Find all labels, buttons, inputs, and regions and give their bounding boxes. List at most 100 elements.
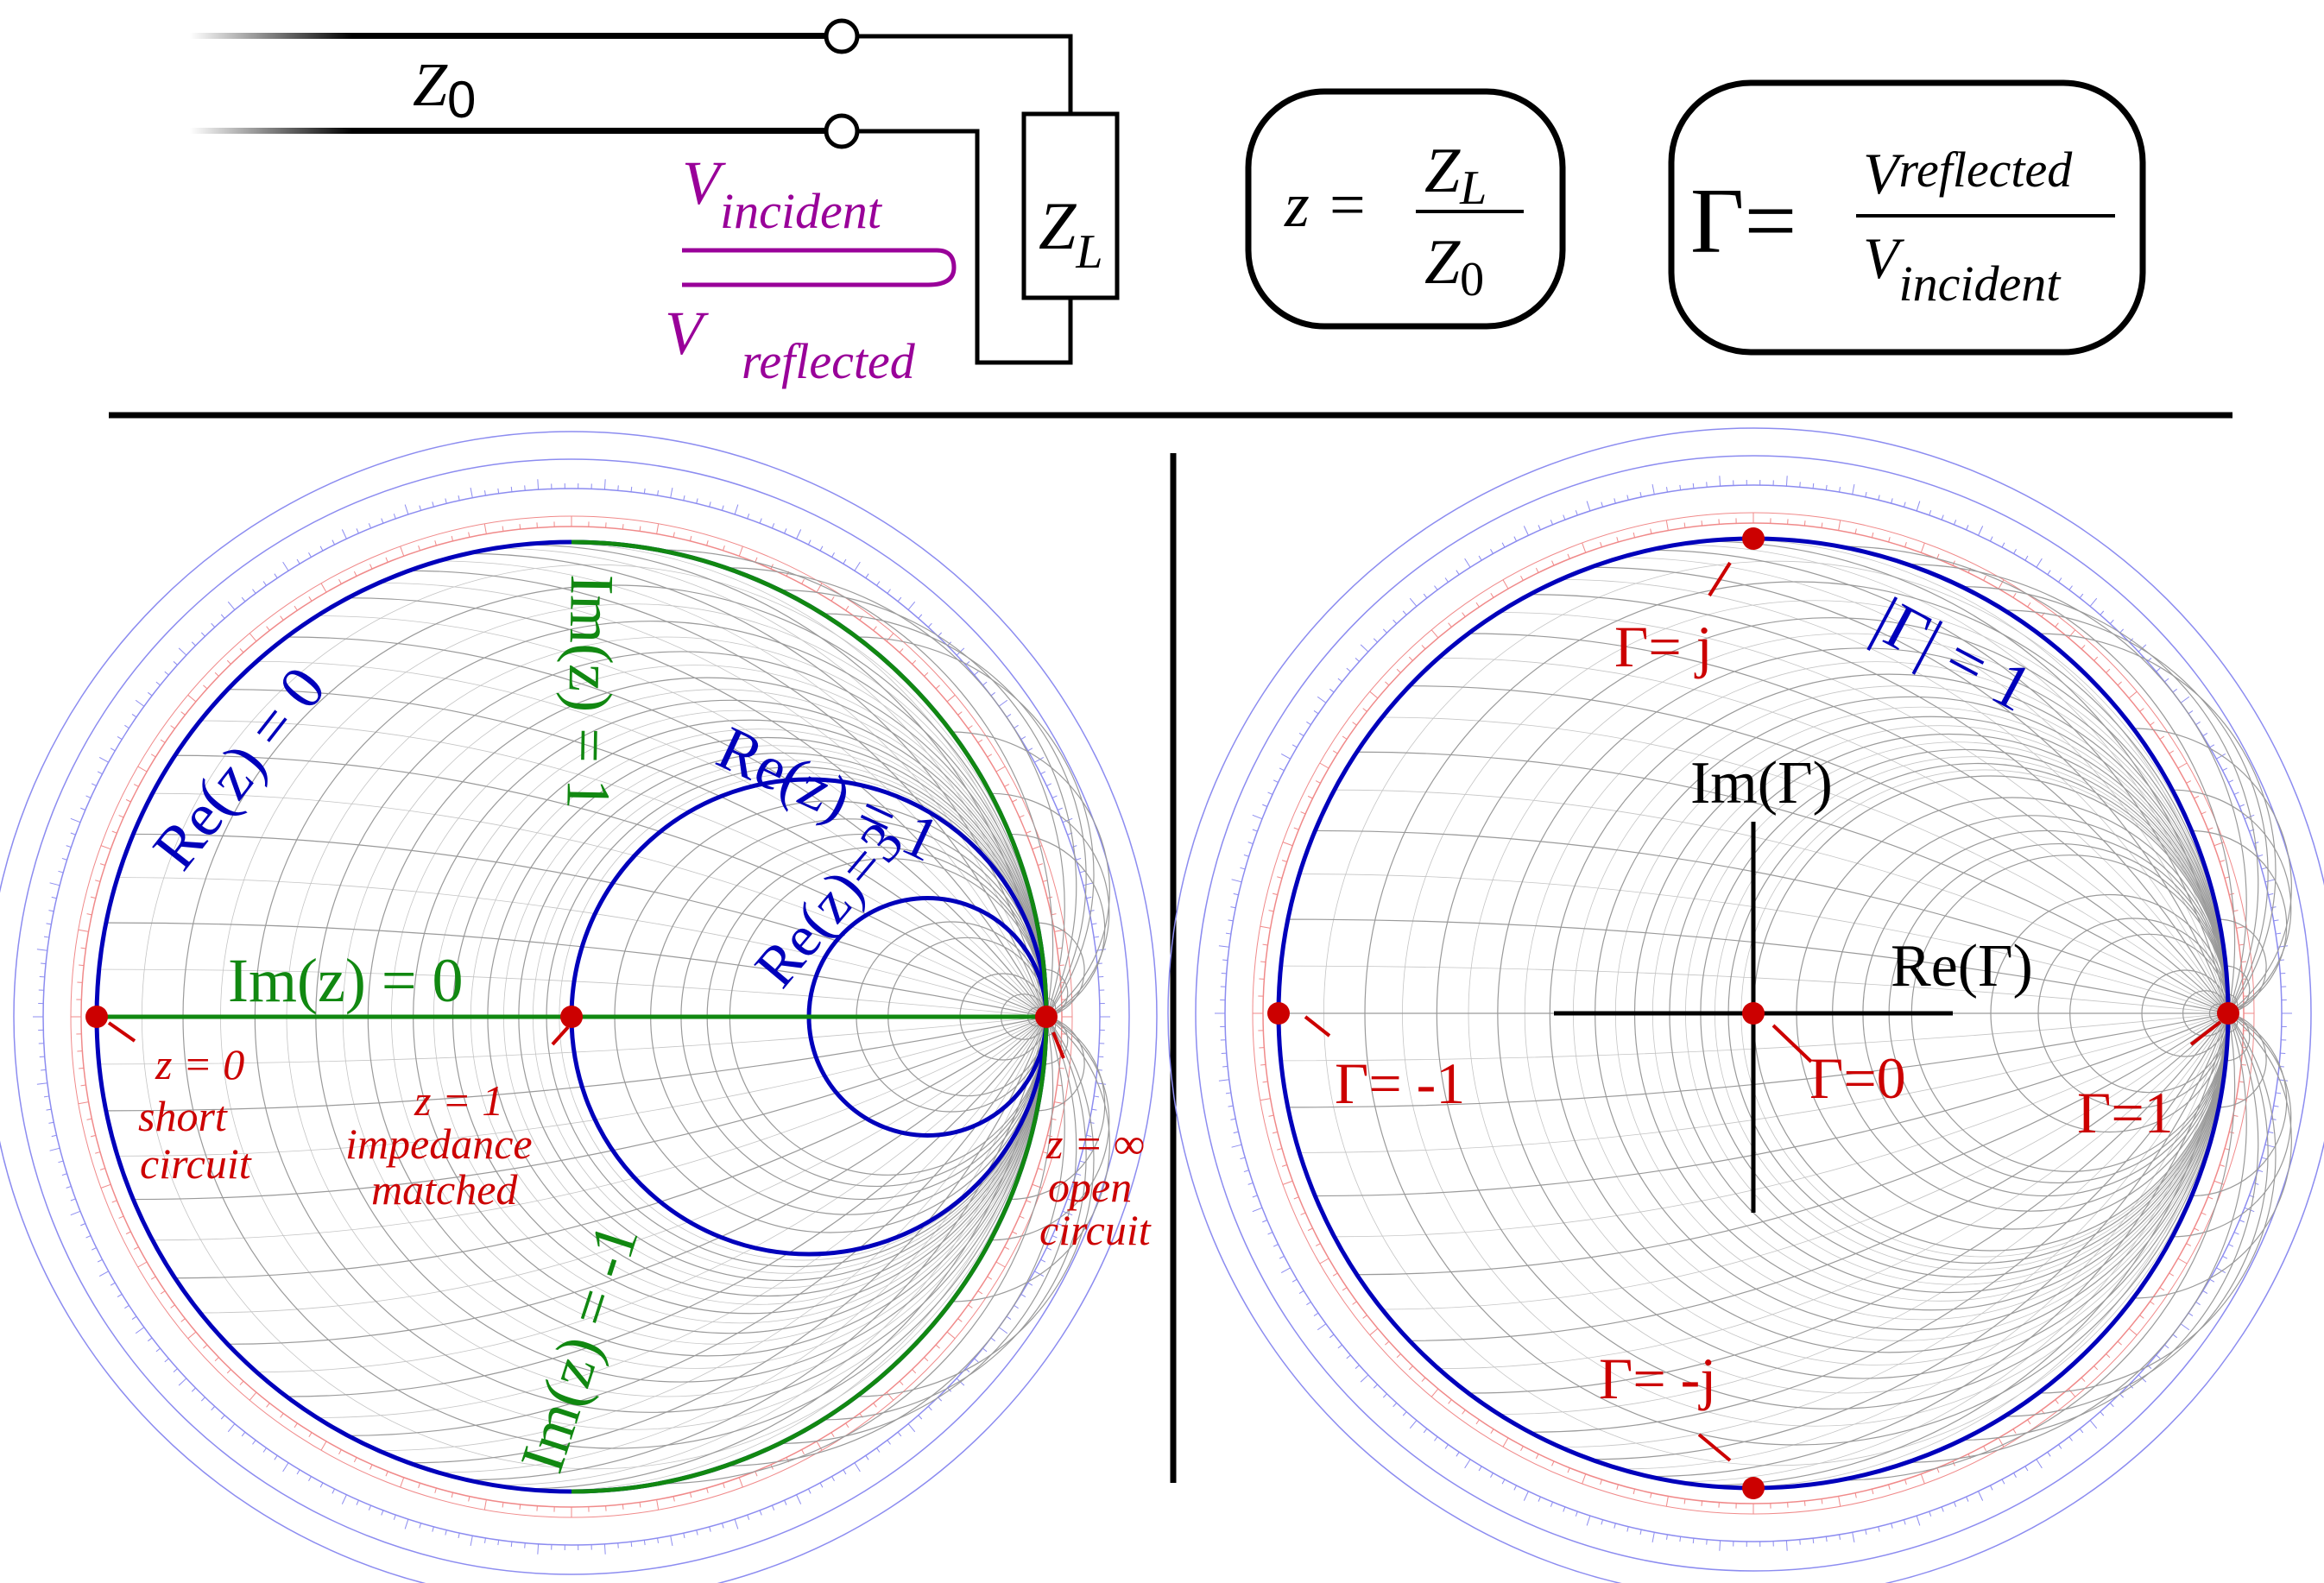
scale-tick: [1929, 510, 1932, 516]
scale-tick: [1501, 542, 1506, 548]
scale-tick: [2194, 1227, 2200, 1232]
scale-tick: [2264, 1144, 2276, 1148]
scale-tick: [160, 739, 166, 743]
scale-tick: [1317, 1323, 1327, 1331]
scale-tick: [1012, 1231, 1018, 1235]
scale-tick: [845, 605, 849, 611]
scale-tick: [100, 845, 111, 850]
scale-tick: [747, 1514, 750, 1520]
scale-tick: [155, 1347, 161, 1353]
grid-reactance-arc: [408, 570, 1047, 1018]
scale-tick: [845, 1422, 849, 1428]
scale-tick: [1046, 1247, 1052, 1251]
scale-tick: [470, 1536, 473, 1547]
scale-tick: [1281, 1164, 1287, 1167]
scale-tick: [1231, 879, 1242, 883]
grid-reactance-arc: [2219, 918, 2267, 1014]
scale-tick: [1362, 1315, 1367, 1319]
scale-tick: [1639, 491, 1642, 498]
scale-tick: [1464, 1459, 1471, 1469]
scale-tick: [1567, 553, 1570, 559]
scale-tick: [1298, 1290, 1304, 1294]
scale-tick: [393, 514, 396, 520]
scale-tick: [886, 1391, 894, 1401]
point-label-gamma-j: Γ= j: [1614, 561, 1732, 679]
scale-tick: [2047, 570, 2051, 575]
scale-tick: [1601, 1519, 1604, 1525]
scale-tick: [1019, 1215, 1025, 1219]
scale-tick: [2024, 555, 2029, 561]
scale-tick: [2216, 1267, 2226, 1274]
scale-tick: [80, 947, 86, 949]
scale-tick: [819, 546, 824, 552]
incident-wave-label: Vincident: [682, 148, 883, 239]
transmission-line-top: [190, 33, 839, 39]
grid-reactance-arc: [1438, 1012, 2229, 1370]
scale-tick: [998, 699, 1008, 707]
grid-reactance-arc: [174, 754, 1047, 1018]
scale-tick: [1941, 514, 1944, 520]
scale-tick: [58, 870, 64, 873]
scale-tick: [1282, 842, 1293, 847]
open-circuit-line2: open: [1048, 1163, 1132, 1211]
scale-tick: [1222, 959, 1228, 962]
grid-reactance-arc: [657, 1016, 1054, 1485]
scale-tick: [1057, 807, 1063, 810]
grid-reactance-arc: [1620, 1012, 2229, 1470]
scale-tick: [1277, 876, 1283, 879]
scale-tick: [1692, 482, 1695, 489]
re-gamma-axis-label: Re(Γ): [1891, 933, 2033, 1000]
scale-tick: [1478, 555, 1482, 561]
scale-tick: [203, 1344, 208, 1349]
scale-tick: [308, 1476, 312, 1482]
scale-tick: [982, 681, 988, 686]
scale-tick: [1260, 925, 1271, 929]
scale-tick: [876, 581, 881, 586]
transmission-line-bottom: [190, 128, 839, 134]
scale-tick: [617, 485, 619, 491]
scale-tick: [683, 1532, 685, 1539]
scale-tick: [1423, 1428, 1428, 1434]
scale-tick: [1240, 1157, 1246, 1160]
scale-tick: [1319, 762, 1329, 769]
scale-tick: [78, 1101, 89, 1105]
scale-tick: [227, 1423, 236, 1433]
scale-tick: [356, 528, 359, 534]
scale-tick: [1502, 1437, 1509, 1447]
scale-tick: [1632, 532, 1636, 538]
scale-tick: [2202, 1290, 2208, 1294]
scale-tick: [897, 596, 902, 602]
scale-tick: [1307, 795, 1313, 799]
scale-tick: [2239, 943, 2245, 946]
grid-reactance-arc: [2037, 1012, 2277, 1394]
scale-tick: [771, 523, 775, 529]
scale-tick: [1490, 592, 1494, 598]
scale-tick: [1020, 736, 1026, 741]
scale-tick: [1014, 724, 1019, 729]
scale-tick: [689, 535, 692, 541]
grid-reactance-arc: [521, 544, 1047, 1018]
scale-tick: [1430, 1388, 1439, 1397]
scale-tick: [1307, 1227, 1313, 1232]
scale-tick: [1222, 1065, 1228, 1068]
scale-tick: [721, 505, 724, 511]
scale-tick: [79, 964, 85, 967]
grid-reactance-arc: [1530, 594, 2229, 1014]
grid-reactance-arc: [256, 660, 1047, 1018]
scale-tick: [1941, 1506, 1944, 1512]
scale-tick: [48, 1121, 54, 1124]
grid-reactance-arc: [1287, 918, 2229, 1014]
scale-tick: [1086, 1134, 1092, 1138]
scale-tick: [1277, 1148, 1283, 1151]
scale-tick: [483, 1499, 487, 1510]
scale-tick: [51, 1134, 57, 1138]
scale-tick: [502, 1502, 504, 1508]
scale-tick: [432, 501, 434, 508]
scale-tick: [1252, 1195, 1258, 1198]
scale-tick: [70, 1198, 76, 1201]
gamma-j-point: [1742, 527, 1765, 550]
scale-tick: [1281, 860, 1287, 862]
scale-tick: [1332, 1272, 1338, 1277]
scale-tick: [135, 1327, 145, 1334]
grid-reactance-arc: [1649, 1012, 2229, 1478]
